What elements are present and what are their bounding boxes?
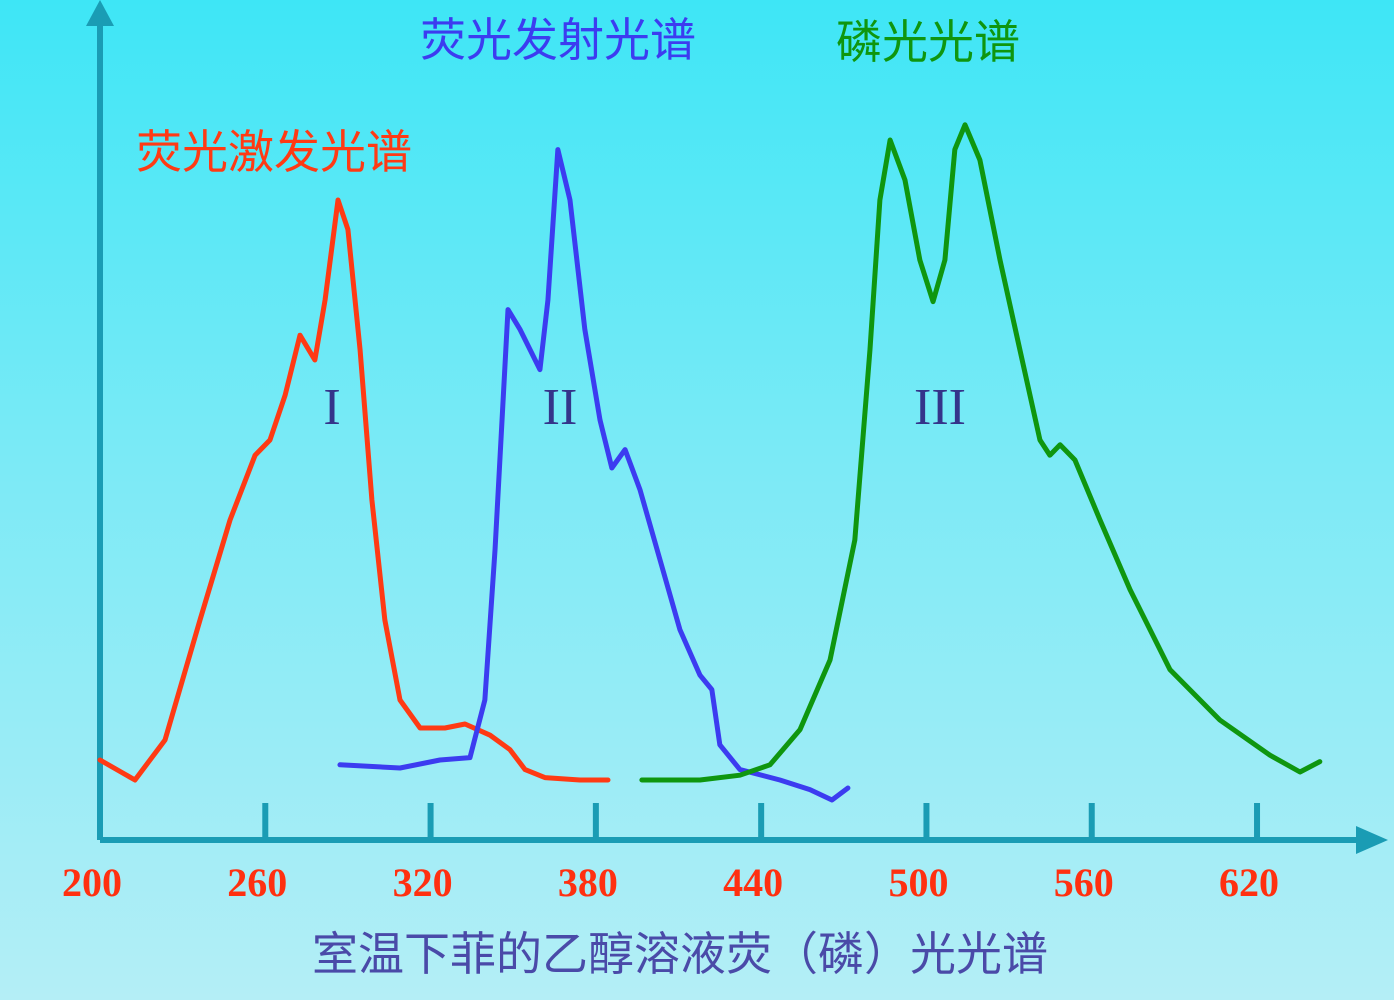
x-tick-label: 620 — [1219, 860, 1279, 905]
x-axis-arrow — [1356, 826, 1388, 854]
x-tick-label: 200 — [62, 860, 122, 905]
x-tick-label: 440 — [723, 860, 783, 905]
x-axis-title: 室温下菲的乙醇溶液荧（磷）光光谱 — [312, 927, 1048, 981]
x-tick-label: 380 — [558, 860, 618, 905]
axes — [86, 0, 1388, 854]
x-tick-label: 320 — [393, 860, 453, 905]
curve-label: I — [323, 379, 340, 436]
legend-label: 荧光激发光谱 — [136, 125, 412, 179]
legend-label: 磷光光谱 — [836, 15, 1020, 69]
spectrum-line — [639, 122, 1323, 783]
spectrum-line — [97, 197, 611, 783]
y-axis-arrow — [86, 0, 114, 26]
x-tick-label: 500 — [888, 860, 948, 905]
legend-label: 荧光发射光谱 — [420, 13, 696, 67]
spectrum-line — [337, 147, 851, 803]
x-tick-label: 560 — [1054, 860, 1114, 905]
curve-label: III — [914, 379, 966, 436]
curve-label: II — [543, 379, 578, 436]
x-tick-label: 260 — [227, 860, 287, 905]
